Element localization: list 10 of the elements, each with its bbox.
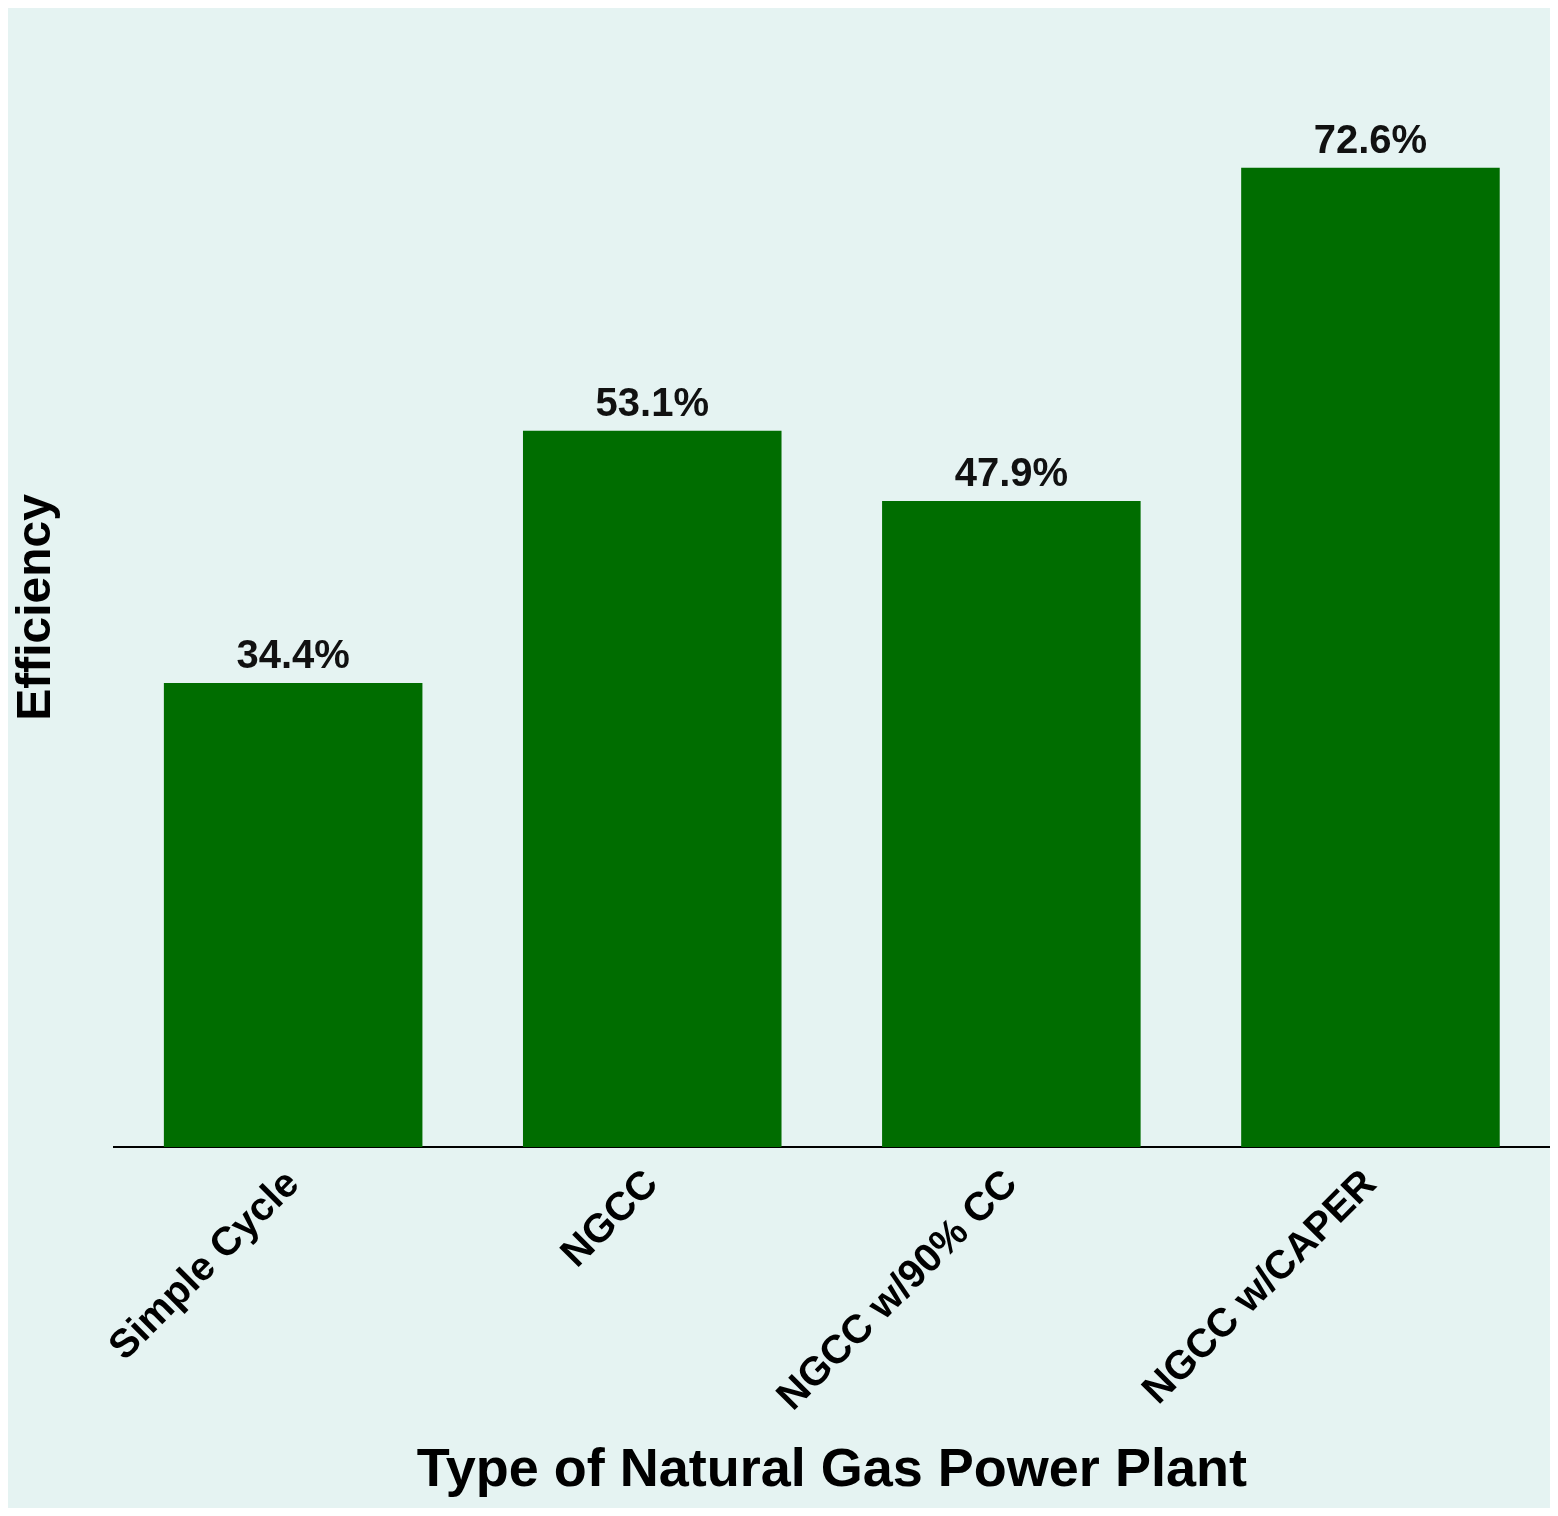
y-axis-title: Efficiency xyxy=(7,493,61,721)
data-label: 72.6% xyxy=(1313,116,1428,161)
bar xyxy=(882,500,1141,1147)
data-label: 53.1% xyxy=(595,379,709,424)
bar xyxy=(1241,167,1500,1147)
bar xyxy=(163,683,423,1147)
data-label: 47.9% xyxy=(954,449,1069,494)
data-label: 34.4% xyxy=(236,632,350,677)
x-axis-title: Type of Natural Gas Power Plant xyxy=(416,1437,1247,1498)
bar xyxy=(522,430,782,1147)
